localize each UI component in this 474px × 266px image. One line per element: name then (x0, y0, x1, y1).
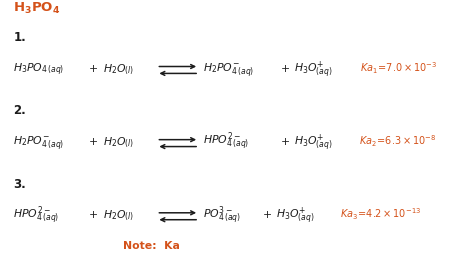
Text: $Ka_2\!=\!6.3\times10^{-8}$: $Ka_2\!=\!6.3\times10^{-8}$ (359, 133, 436, 149)
Text: $H_2O_{(l)}$: $H_2O_{(l)}$ (103, 135, 135, 150)
Text: $H_2O_{(l)}$: $H_2O_{(l)}$ (103, 62, 135, 77)
Text: $H_2PO_{4\,(aq)}^{-}$: $H_2PO_{4\,(aq)}^{-}$ (13, 134, 64, 152)
Text: $+$: $+$ (88, 63, 98, 74)
Text: $+$: $+$ (280, 136, 290, 147)
Text: 3.: 3. (13, 177, 26, 190)
Text: $H_3PO_{4\,(aq)}$: $H_3PO_{4\,(aq)}$ (13, 61, 64, 78)
Text: Note:  Ka: Note: Ka (123, 241, 180, 251)
Text: 2.: 2. (13, 104, 26, 117)
Text: $HPO_{4\,(aq)}^{2-}$: $HPO_{4\,(aq)}^{2-}$ (13, 204, 59, 227)
Text: $+$: $+$ (280, 63, 290, 74)
Text: $HPO_{4\,(aq)}^{2-}$: $HPO_{4\,(aq)}^{2-}$ (203, 131, 249, 153)
Text: $H_2PO_{4\,(aq)}^{-}$: $H_2PO_{4\,(aq)}^{-}$ (203, 61, 254, 79)
Text: $H_2O_{(l)}$: $H_2O_{(l)}$ (103, 209, 135, 223)
Text: $PO_{4\,(aq)}^{3-}$: $PO_{4\,(aq)}^{3-}$ (203, 204, 241, 227)
Text: $H_3O_{(aq)}^{+}$: $H_3O_{(aq)}^{+}$ (294, 132, 333, 153)
Text: $\mathbf{H_3PO_4}$: $\mathbf{H_3PO_4}$ (13, 1, 60, 16)
Text: $+$: $+$ (88, 136, 98, 147)
Text: 1.: 1. (13, 31, 26, 44)
Text: $+$: $+$ (88, 209, 98, 220)
Text: $H_3O_{(aq)}^{+}$: $H_3O_{(aq)}^{+}$ (276, 205, 315, 226)
Text: $Ka_1\!=\!7.0\times10^{-3}$: $Ka_1\!=\!7.0\times10^{-3}$ (360, 60, 438, 76)
Text: $+$: $+$ (262, 209, 272, 220)
Text: $H_3O_{(aq)}^{+}$: $H_3O_{(aq)}^{+}$ (294, 59, 333, 80)
Text: $Ka_3\!=\!4.2\times10^{-13}$: $Ka_3\!=\!4.2\times10^{-13}$ (340, 206, 421, 222)
